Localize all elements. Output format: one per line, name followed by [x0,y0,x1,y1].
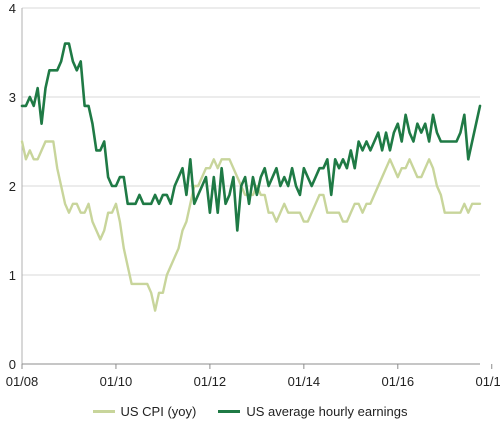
legend-swatch-earnings [218,409,241,413]
y-tick-label: 3 [9,90,16,105]
legend-item-earnings: US average hourly earnings [218,403,408,419]
x-tick-label: 01/18 [475,374,500,389]
legend-label-earnings: US average hourly earnings [246,403,408,419]
y-tick-label: 1 [9,268,16,283]
legend-swatch-cpi [92,409,115,413]
series-line-earnings [20,42,482,232]
y-tick-label: 0 [9,357,16,372]
x-tick-label: 01/12 [194,374,227,389]
y-tick-label: 2 [9,179,16,194]
legend: US CPI (yoy) US average hourly earnings [0,400,500,422]
line-chart: 0 1 2 3 4 01/08 01/10 01/12 01/14 01/16 01/18 [6,1,500,389]
y-tick-label: 4 [9,1,16,16]
x-tick-label: 01/16 [382,374,415,389]
x-tick-label: 01/14 [288,374,321,389]
x-tick-label: 01/08 [6,374,39,389]
axes [21,8,493,369]
series-line-cpi [20,140,482,312]
legend-label-cpi: US CPI (yoy) [120,403,197,419]
legend-item-cpi: US CPI (yoy) [92,403,197,419]
x-tick-labels: 01/08 01/10 01/12 01/14 01/16 01/18 [6,374,500,389]
x-tick-label: 01/10 [100,374,133,389]
gridlines [22,7,480,276]
y-tick-labels: 0 1 2 3 4 [9,1,16,372]
series-lines [20,42,482,312]
